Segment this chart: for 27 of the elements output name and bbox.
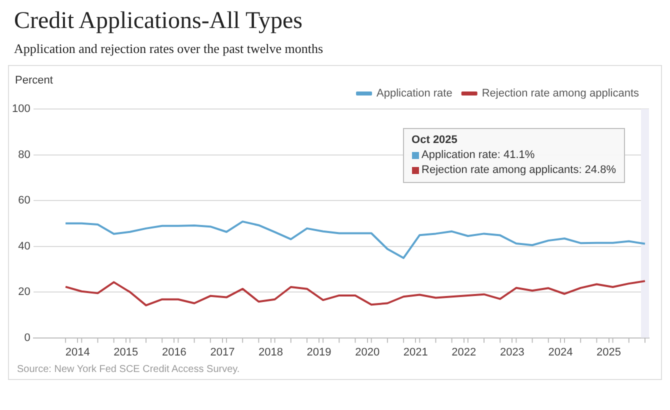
x-tick-label: 2016 [162, 346, 186, 358]
y-tick-label: 60 [18, 194, 30, 207]
x-tick-label: 2018 [258, 346, 283, 358]
legend-label: Application rate [376, 88, 452, 100]
y-tick-label: 20 [18, 286, 30, 298]
annotation: Rejection rate among applicants: 24.8% [422, 163, 616, 178]
annotation: Application rate: 41.1% [422, 148, 535, 163]
y-tick-label: 0 [24, 332, 30, 344]
x-tick-label: 2025 [596, 346, 622, 358]
y-tick-label: 80 [18, 148, 30, 161]
x-tick-label: 2021 [403, 346, 428, 358]
source-note: Source: New York Fed SCE Credit Access Survey. [17, 364, 241, 375]
x-tick-label: 2019 [306, 346, 332, 358]
y-tick-label: 100 [12, 103, 30, 116]
y-tick-label: 40 [18, 240, 30, 252]
legend-label: Rejection rate among applicants [482, 88, 640, 100]
x-tick-label: 2017 [210, 346, 235, 358]
x-tick-label: 2015 [114, 346, 138, 358]
x-tick-label: 2023 [500, 346, 524, 358]
x-tick-label: 2014 [65, 346, 90, 358]
chart-title: Credit Applications-All Types [14, 8, 304, 35]
chart-subtitle: Application and rejection rates over the past twelve months [14, 41, 324, 57]
annotation: Oct 2025 [412, 133, 458, 148]
y-axis-title: Percent [15, 74, 53, 87]
x-tick-label: 2024 [548, 346, 573, 358]
x-tick-label: 2022 [452, 346, 476, 358]
x-tick-label: 2020 [355, 346, 380, 358]
